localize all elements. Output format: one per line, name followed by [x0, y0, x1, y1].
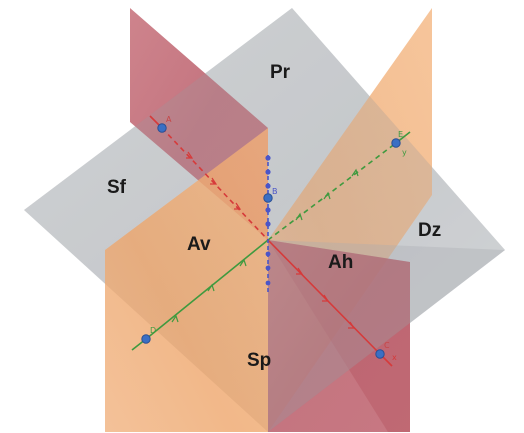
axis-x-label: x	[392, 353, 397, 362]
orange-plane-front	[105, 128, 268, 432]
axis-red-back	[161, 127, 269, 241]
axis-green-front	[145, 239, 269, 340]
red-plane-lower	[268, 240, 410, 432]
point-a[interactable]	[157, 123, 167, 133]
region-label-ah: Ah	[328, 252, 353, 273]
region-label-sf: Sf	[107, 177, 127, 198]
point-e-label: E	[398, 130, 403, 139]
axis-red-ticks	[186, 151, 356, 329]
point-d-label: D	[150, 326, 156, 335]
axis-blue-ticks	[265, 155, 271, 286]
gray-wedge-right	[268, 240, 505, 432]
region-label-sp: Sp	[247, 350, 271, 371]
region-label-pr: Pr	[270, 62, 291, 83]
region-label-dz: Dz	[418, 220, 441, 241]
point-a-label: A	[166, 115, 172, 124]
point-c-label: C	[384, 341, 390, 350]
axis-red-front	[267, 239, 381, 355]
point-e[interactable]	[391, 138, 401, 148]
point-c[interactable]	[375, 349, 385, 359]
region-label-av: Av	[187, 234, 211, 255]
red-plane-lower-right	[268, 240, 410, 432]
axis-green-ticks	[171, 168, 359, 323]
axis-y-label: y	[402, 148, 407, 157]
point-d[interactable]	[141, 334, 151, 344]
point-b-label: B	[272, 187, 278, 196]
point-b[interactable]	[263, 193, 273, 203]
